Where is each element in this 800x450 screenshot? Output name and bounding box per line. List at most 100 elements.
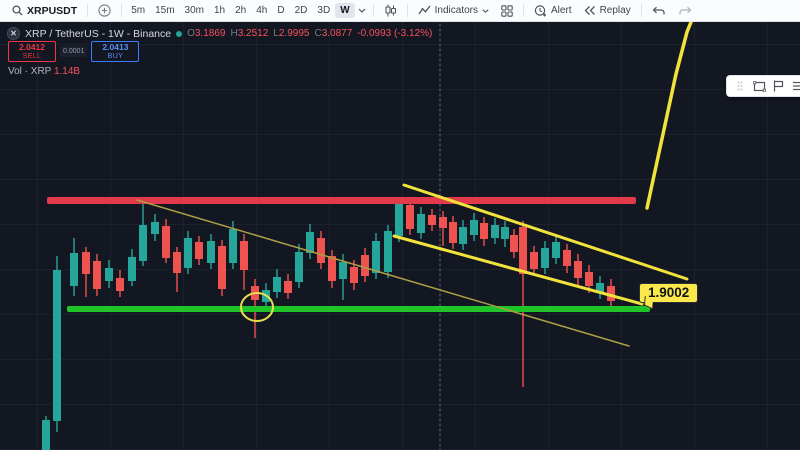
candle-body bbox=[306, 232, 314, 253]
timeframe-2h[interactable]: 2h bbox=[235, 5, 247, 16]
close-value: 3.0877 bbox=[321, 28, 353, 39]
candle-body bbox=[339, 262, 347, 279]
candle-body bbox=[70, 253, 78, 286]
layout-grid-button[interactable] bbox=[495, 0, 519, 22]
floating-drawing-toolbar bbox=[726, 75, 800, 97]
candle-body bbox=[384, 231, 392, 272]
candle-body bbox=[116, 278, 124, 291]
undo-arrow-icon bbox=[652, 6, 666, 16]
candle-body bbox=[93, 261, 101, 289]
replay-button[interactable]: Replay bbox=[578, 0, 637, 22]
timeframe-W[interactable]: W bbox=[335, 3, 355, 18]
candle-body bbox=[207, 241, 215, 263]
spread-value: 0.0001 bbox=[60, 46, 88, 57]
candle-body bbox=[563, 250, 571, 266]
redo-button[interactable] bbox=[672, 0, 698, 22]
timeframe-group: 5m 15m 30m 1h 2h 4h D 2D 3D W bbox=[126, 3, 355, 18]
chart-legend: ✕ XRP / TetherUS - 1W - Binance O3.1869 … bbox=[7, 27, 432, 40]
candle-body bbox=[607, 286, 615, 301]
search-icon bbox=[12, 5, 23, 16]
candle-body bbox=[82, 252, 90, 274]
rectangle-tool-icon[interactable] bbox=[751, 77, 769, 95]
buy-button[interactable]: 2.0413 BUY bbox=[91, 41, 140, 62]
support-retest-circle bbox=[240, 292, 274, 322]
divider bbox=[87, 4, 89, 17]
open-value: 3.1869 bbox=[194, 28, 226, 39]
timeframe-3D[interactable]: 3D bbox=[317, 5, 331, 16]
candle-body bbox=[510, 235, 518, 252]
interval-chevron-down-icon[interactable] bbox=[355, 8, 369, 13]
low-value: 2.9995 bbox=[278, 28, 310, 39]
top-toolbar: XRPUSDT 5m 15m 30m 1h 2h 4h D 2D 3D W Indicators … bbox=[0, 0, 800, 22]
candle-body bbox=[361, 255, 369, 276]
candlestick-style-icon bbox=[384, 4, 397, 17]
candle-body bbox=[229, 229, 237, 263]
alert-button[interactable]: Alert bbox=[528, 0, 578, 22]
candle-body bbox=[439, 217, 447, 228]
volume-value: 1.14B bbox=[53, 66, 81, 77]
descending-trendline-thin bbox=[136, 199, 630, 347]
timeframe-15m[interactable]: 15m bbox=[155, 5, 175, 16]
candle-body bbox=[395, 203, 403, 236]
timeframe-5m[interactable]: 5m bbox=[131, 5, 146, 16]
price-note-callout[interactable]: 1.9002 bbox=[639, 283, 699, 303]
symbol-name: XRPUSDT bbox=[27, 4, 78, 17]
candle-body bbox=[470, 220, 478, 235]
symbol-search-button[interactable]: XRPUSDT bbox=[6, 0, 83, 22]
timeframe-D[interactable]: D bbox=[277, 5, 285, 16]
timeframe-4h[interactable]: 4h bbox=[256, 5, 268, 16]
drag-handle-icon[interactable] bbox=[731, 77, 749, 95]
resistance-zone bbox=[47, 197, 636, 204]
alert-label: Alert bbox=[551, 5, 572, 16]
divider bbox=[640, 4, 642, 17]
chart-style-button[interactable] bbox=[378, 0, 403, 22]
trade-buttons: 2.0412 SELL 0.0001 2.0413 BUY bbox=[8, 41, 140, 62]
candle-body bbox=[195, 242, 203, 259]
candle-body bbox=[459, 227, 467, 244]
list-tool-icon[interactable] bbox=[790, 77, 800, 95]
candle-body bbox=[519, 227, 527, 274]
candle-body bbox=[162, 226, 170, 258]
pair-title[interactable]: XRP / TetherUS - 1W - Binance bbox=[25, 27, 172, 40]
candle-body bbox=[218, 246, 226, 289]
candle-body bbox=[480, 223, 488, 239]
alert-clock-icon bbox=[534, 4, 547, 17]
replay-label: Replay bbox=[599, 5, 631, 16]
timeframe-30m[interactable]: 30m bbox=[184, 5, 204, 16]
timeframe-2D[interactable]: 2D bbox=[294, 5, 308, 16]
plus-icon bbox=[98, 4, 111, 17]
candle-body bbox=[317, 238, 325, 263]
flag-tool-icon[interactable] bbox=[770, 77, 788, 95]
divider bbox=[121, 4, 123, 17]
breakout-projection-line bbox=[645, 22, 693, 210]
candlestick-chart bbox=[42, 22, 693, 450]
ohlc-values: O3.1869 H3.2512 L2.9995 C3.0877 -0.0993 … bbox=[187, 28, 433, 39]
volume-row: Vol · XRP 1.14B bbox=[8, 66, 80, 77]
timeframe-1h[interactable]: 1h bbox=[214, 5, 226, 16]
volume-label: Vol · XRP bbox=[8, 66, 52, 77]
candle-body bbox=[173, 252, 181, 273]
candle-body bbox=[240, 241, 248, 270]
candle-body bbox=[530, 252, 538, 269]
candle-body bbox=[596, 283, 604, 292]
divider bbox=[406, 4, 408, 17]
indicators-button[interactable]: Indicators bbox=[412, 0, 495, 22]
candle-body bbox=[128, 257, 136, 281]
sell-button[interactable]: 2.0412 SELL bbox=[8, 41, 56, 62]
channel-upper-line bbox=[402, 183, 689, 281]
divider bbox=[372, 4, 374, 17]
add-symbol-button[interactable] bbox=[92, 0, 117, 22]
undo-button[interactable] bbox=[646, 0, 672, 22]
chart-area[interactable]: ✕ XRP / TetherUS - 1W - Binance O3.1869 … bbox=[0, 22, 800, 450]
candle-body bbox=[574, 261, 582, 278]
candle-body bbox=[151, 222, 159, 234]
candle-body bbox=[42, 420, 50, 450]
candle-body bbox=[184, 238, 192, 268]
candle-body bbox=[552, 242, 560, 258]
divider bbox=[523, 4, 525, 17]
candle-body bbox=[105, 268, 113, 281]
xrp-logo: ✕ bbox=[7, 27, 20, 40]
candle-body bbox=[585, 272, 593, 286]
chevron-down-icon bbox=[482, 8, 489, 13]
sell-price: 2.0412 bbox=[19, 42, 45, 52]
